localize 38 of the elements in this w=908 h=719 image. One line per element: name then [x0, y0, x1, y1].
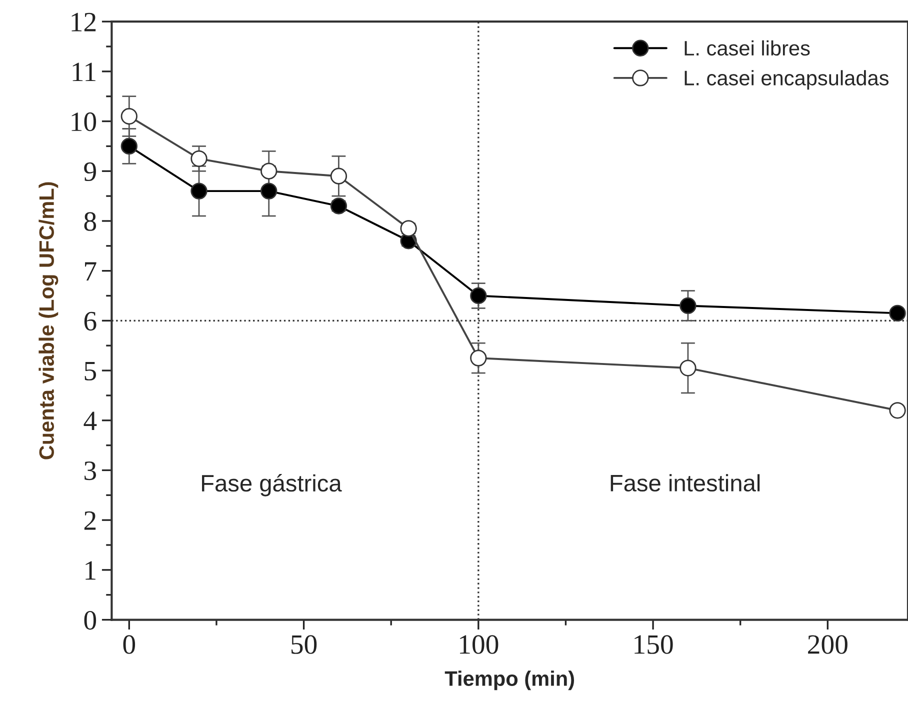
point [120, 108, 138, 125]
annotation: Fase intestinal [610, 474, 760, 492]
point [330, 168, 348, 184]
y-tick-label: 5 [84, 362, 96, 380]
x-tick-label: 150 [634, 635, 673, 654]
point [120, 138, 138, 155]
y-tick-label: 7 [85, 262, 96, 280]
y-tick-label: 6 [84, 312, 96, 331]
y-tick-label: 1 [86, 561, 96, 580]
y-tick-label: 12 [72, 12, 96, 32]
y-tick-label: 0 [84, 610, 96, 630]
legend-label: L. casei libres [684, 40, 810, 56]
point [190, 150, 208, 167]
y-tick-label: 11 [72, 62, 96, 82]
x-tick-label: 100 [460, 635, 498, 654]
point [470, 287, 487, 304]
y-tick-label: 4 [84, 412, 97, 430]
point [889, 304, 906, 322]
point [680, 297, 696, 314]
point [680, 360, 696, 376]
point [260, 182, 278, 200]
point [400, 220, 417, 237]
annotation: Fase gástrica [202, 474, 342, 496]
point [889, 402, 906, 419]
y-tick-label: 3 [84, 461, 96, 480]
x-tick-label: 50 [292, 635, 317, 654]
y-axis-title: Cuenta viable (Log UFC/mL) [38, 182, 58, 460]
x-tick-label: 0 [123, 635, 136, 654]
point [190, 182, 208, 200]
y-tick-label: 9 [84, 162, 96, 182]
point [260, 162, 278, 180]
y-tick-label: 2 [84, 511, 96, 530]
x-tick-label: 200 [808, 635, 848, 654]
x-axis-title: Tiempo (min) [444, 670, 574, 690]
legend-label: L. casei encapsuladas [684, 70, 889, 90]
y-tick-label: 10 [72, 112, 96, 132]
y-tick-label: 8 [84, 212, 96, 231]
point [470, 350, 487, 366]
